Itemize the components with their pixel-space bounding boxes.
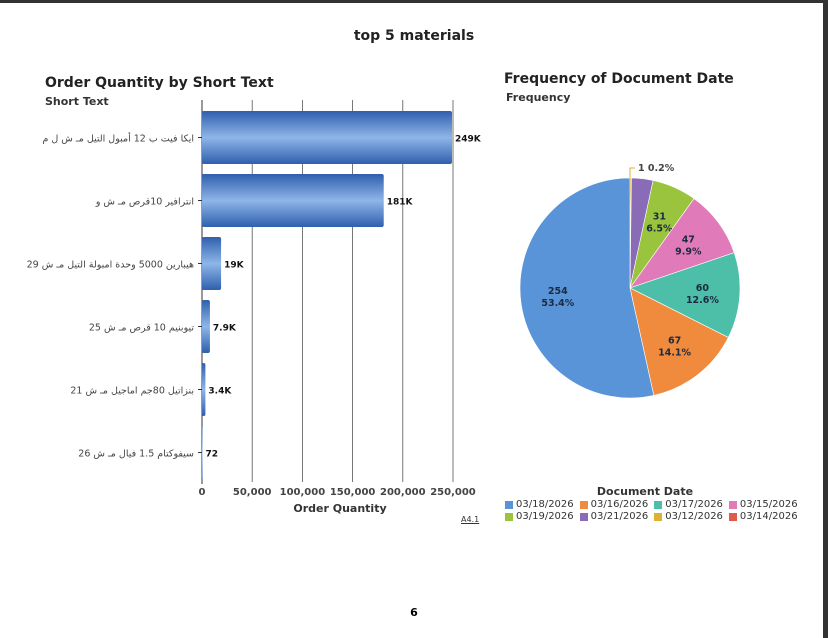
- bar: [202, 300, 210, 353]
- legend-swatch: [579, 512, 588, 521]
- bar: [202, 363, 206, 416]
- y-tick-label: ايكا فيت ب 12 أمبول التيل مـ ش ل م: [42, 132, 194, 145]
- legend-item[interactable]: 03/18/2026: [505, 499, 574, 510]
- pie-label-percent: 53.4%: [541, 298, 574, 309]
- legend-item[interactable]: 03/21/2026: [579, 511, 649, 522]
- pie-label-percent: 12.6%: [686, 295, 719, 306]
- x-tick-label: 200,000: [380, 487, 426, 498]
- x-tick-label: 50,000: [233, 487, 272, 498]
- bar: [202, 111, 452, 164]
- bar-data-label: 181K: [387, 198, 414, 208]
- pie-label-value: 31: [653, 212, 666, 223]
- x-tick-label: 250,000: [430, 487, 476, 498]
- legend-swatch: [505, 512, 513, 521]
- pie-label-percent: 6.5%: [646, 224, 673, 235]
- bar: [202, 426, 203, 479]
- legend-label: 03/21/2026: [590, 511, 649, 522]
- pie-legend: Document Date 03/18/2026 03/16/2026 03/17/…: [505, 485, 798, 522]
- x-tick-label: 100,000: [280, 487, 326, 498]
- pie-label-value: 254: [548, 286, 568, 297]
- bar-data-label: 7.9K: [213, 324, 237, 334]
- page-title: top 5 materials: [353, 28, 475, 44]
- bar-chart: 0 50,000 100,000 150,000 200,000 250,000 ايكا …: [27, 100, 482, 515]
- legend-label: 03/16/2026: [590, 499, 649, 510]
- y-tick-label: هيبارين 5000 وحدة امبولة التيل مـ ش 29: [27, 260, 194, 271]
- legend-swatch: [728, 500, 737, 509]
- legend-swatch: [728, 512, 737, 521]
- legend-label: 03/19/2026: [516, 511, 574, 522]
- pie-slice: [629, 287, 729, 396]
- pie-chart-title: Frequency of Document Date: [504, 71, 734, 87]
- y-tick-label: سيفوكتام 1.5 فيال مـ ش 26: [78, 449, 194, 460]
- legend-label: 03/12/2026: [665, 511, 723, 522]
- legend-label: 03/14/2026: [739, 511, 798, 522]
- pie-slice: [519, 177, 655, 399]
- legend-item[interactable]: 03/19/2026: [505, 511, 574, 522]
- pie-label-percent: 9.9%: [675, 247, 702, 258]
- y-tick-label: بنزاتيل 80جم اماجيل مـ ش 21: [70, 386, 194, 397]
- pie-leader-line: [629, 167, 635, 180]
- page-number: 6: [410, 606, 418, 619]
- legend-item[interactable]: 03/15/2026: [728, 499, 798, 510]
- pie-label-value: 60: [696, 283, 710, 294]
- window-edge-right: [823, 0, 828, 638]
- legend-swatch: [505, 500, 513, 509]
- reference-link[interactable]: A4.1: [461, 515, 480, 524]
- bar-chart-y-label: Short Text: [45, 95, 109, 108]
- pie-chart-subtitle: Frequency: [506, 91, 571, 104]
- y-tick-label: انترافير 10قرص مـ ش و: [95, 197, 194, 208]
- pie-label-percent: 14.1%: [658, 347, 691, 358]
- window-edge-top: [0, 0, 828, 3]
- bar: [202, 174, 384, 227]
- legend-item[interactable]: 03/17/2026: [654, 499, 723, 510]
- legend-swatch: [654, 512, 663, 521]
- legend-label: 03/17/2026: [665, 499, 723, 510]
- legend-item[interactable]: 03/14/2026: [728, 511, 798, 522]
- bar: [202, 237, 222, 290]
- legend-item[interactable]: 03/12/2026: [654, 511, 723, 522]
- bar-data-label: 19K: [224, 261, 245, 271]
- bar-chart-x-label: Order Quantity: [293, 502, 386, 515]
- x-tick-label: 0: [199, 487, 206, 498]
- legend-swatch: [654, 500, 663, 509]
- legend-item[interactable]: 03/16/2026: [579, 499, 649, 510]
- bar-chart-title: Order Quantity by Short Text: [45, 75, 274, 91]
- legend-label: 03/18/2026: [516, 499, 574, 510]
- bar-data-label: 3.4K: [208, 387, 232, 397]
- legend-label: 03/15/2026: [739, 499, 798, 510]
- legend-swatch: [579, 500, 588, 509]
- pie-label-value: 47: [682, 235, 695, 246]
- legend-title: Document Date: [596, 485, 694, 498]
- pie-label: 1 0.2%: [638, 163, 675, 174]
- x-tick-label: 150,000: [330, 487, 376, 498]
- pie-slice: [629, 252, 741, 338]
- bar-data-label: 249K: [455, 135, 482, 145]
- bar-data-label: 72: [206, 450, 219, 460]
- pie-label-value: 67: [668, 335, 681, 346]
- y-tick-label: تيوبنيم 10 قرص مـ ش 25: [89, 323, 195, 334]
